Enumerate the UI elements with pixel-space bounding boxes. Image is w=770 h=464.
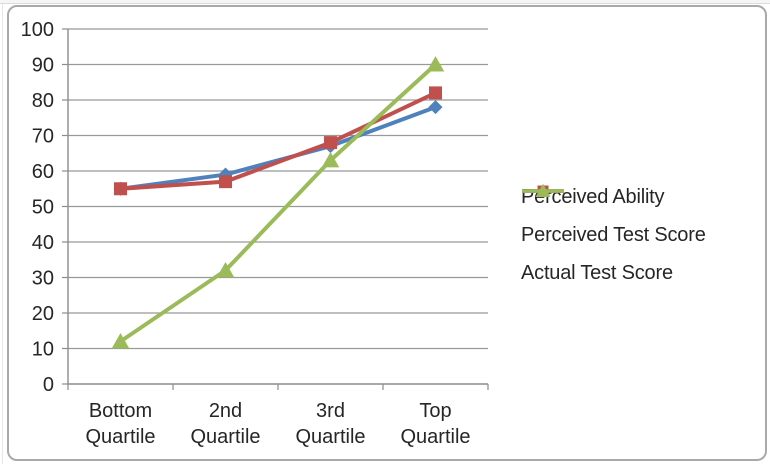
- triangle-marker: [535, 183, 551, 197]
- y-tick-label: 30: [32, 268, 54, 290]
- legend-item-actual-test-score[interactable]: Actual Test Score: [521, 183, 706, 287]
- y-tick-label: 100: [21, 19, 54, 41]
- square-marker: [324, 136, 337, 150]
- series-line: [118, 62, 438, 344]
- square-marker: [114, 182, 127, 196]
- legend-label-perceived-test-score: Perceived Test Score: [521, 223, 706, 246]
- chart-object[interactable]: 0 10 20 30 40 50 60 70 80 90 100 Bottom Quartile 2nd Q…: [7, 5, 767, 461]
- series-line: [118, 90, 438, 191]
- axis-ticks: [62, 28, 489, 390]
- triangle-marker: [321, 151, 340, 168]
- sheet-gridline: [2, 4, 3, 464]
- x-category-label: 2nd Quartile: [190, 400, 260, 448]
- series-actual-test-score[interactable]: [111, 56, 445, 349]
- x-category-label: Bottom Quartile: [85, 400, 155, 448]
- legend-label-actual-test-score: Actual Test Score: [521, 261, 673, 284]
- y-tick-label: 80: [32, 90, 54, 112]
- y-tick-label: 40: [32, 232, 54, 254]
- x-category-label: 3rd Quartile: [295, 400, 365, 448]
- y-tick-label: 50: [32, 197, 54, 219]
- y-tick-label: 90: [32, 55, 54, 77]
- triangle-marker: [216, 262, 235, 278]
- y-tick-label: 20: [32, 303, 54, 325]
- series-perceived-test-score[interactable]: [114, 86, 442, 196]
- legend-marker-triangle-icon: [522, 183, 564, 197]
- diamond-marker: [428, 100, 443, 115]
- legend-item-perceived-test-score[interactable]: Perceived Test Score: [521, 185, 706, 249]
- series-line: [118, 105, 438, 191]
- sheet-row-edge: [0, 0, 770, 4]
- y-tick-label: 60: [32, 161, 54, 183]
- y-tick-label: 10: [32, 339, 54, 361]
- square-marker: [429, 86, 442, 100]
- triangle-marker: [111, 333, 130, 349]
- square-marker: [219, 175, 232, 189]
- x-category-label: Top Quartile: [400, 400, 470, 448]
- triangle-marker: [426, 56, 445, 72]
- chart-legend: Perceived Ability Perceived Test Score A…: [521, 183, 706, 297]
- y-tick-label: 70: [32, 126, 54, 148]
- y-tick-labels: 0 10 20 30 40 50 60 70 80 90 100: [21, 19, 54, 396]
- x-tick-labels: Bottom Quartile 2nd Quartile 3rd Quartile Top Q…: [85, 400, 470, 448]
- y-gridlines: [68, 28, 488, 350]
- chart-plot-svg: 0 10 20 30 40 50 60 70 80 90 100 Bottom Quartile 2nd Q…: [21, 19, 489, 448]
- y-tick-label: 0: [43, 374, 54, 396]
